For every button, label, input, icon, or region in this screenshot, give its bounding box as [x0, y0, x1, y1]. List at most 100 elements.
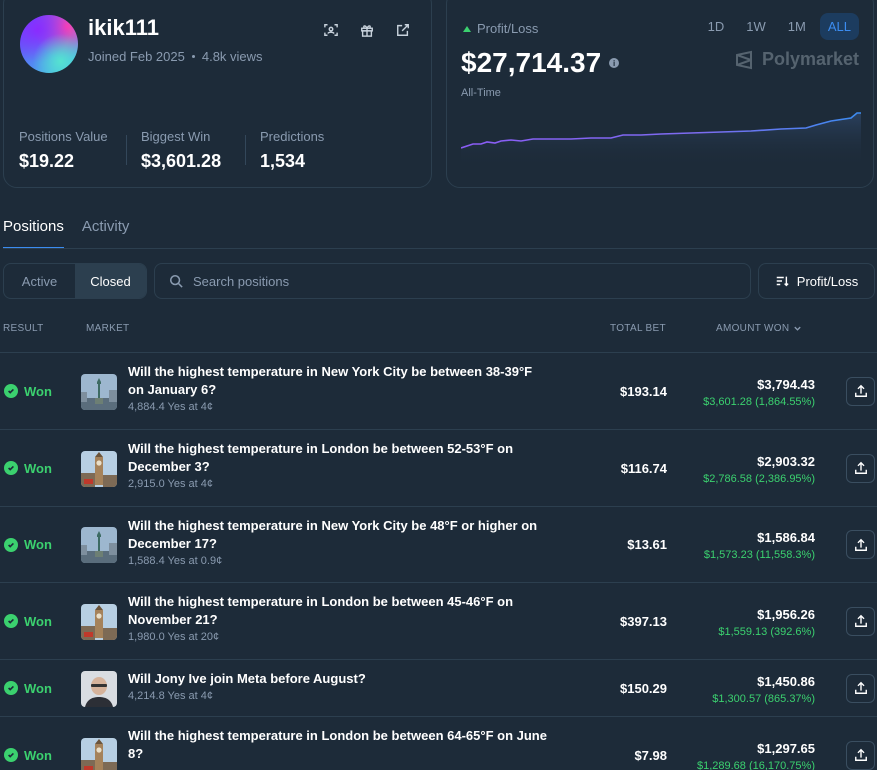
pnl-value: $27,714.37 i: [461, 47, 620, 79]
range-1m[interactable]: 1M: [787, 19, 806, 34]
market-title-line: Will the highest temperature in London b…: [128, 728, 547, 743]
share-button[interactable]: [846, 453, 875, 483]
username: ikik111: [88, 15, 159, 40]
profit-gain: $3,601.28 (1,864.55%): [703, 395, 815, 408]
pnl-label-text: Profit/Loss: [477, 21, 539, 36]
result-label: Won: [24, 460, 52, 476]
info-icon[interactable]: i: [609, 58, 620, 68]
total-bet: $13.61: [627, 537, 667, 552]
market-thumbnail: [81, 373, 117, 410]
gift-icon[interactable]: [358, 21, 376, 39]
table-row[interactable]: Won Will the highest temperature in Lond…: [0, 716, 877, 770]
pnl-period: All-Time: [461, 87, 501, 99]
column-amount-won[interactable]: AMOUNT WON: [716, 323, 802, 334]
result-label: Won: [24, 383, 52, 399]
table-row[interactable]: Won Will the highest temperature in New …: [0, 352, 877, 429]
check-icon: [4, 537, 18, 552]
market-thumbnail: [81, 670, 117, 707]
share-button[interactable]: [846, 530, 875, 559]
market-thumbnail: [81, 527, 117, 563]
market-thumbnail: [81, 603, 117, 640]
divider: [126, 135, 127, 165]
tab-positions[interactable]: Positions: [3, 218, 64, 249]
search-box: [154, 263, 751, 299]
range-all[interactable]: ALL: [819, 13, 859, 40]
market-title[interactable]: Will the highest temperature in London b…: [128, 440, 558, 476]
filter-closed[interactable]: Closed: [75, 264, 146, 298]
sort-icon: [776, 276, 789, 287]
external-link-icon[interactable]: [394, 21, 412, 39]
brand-name: Polymarket: [761, 49, 859, 69]
table-row[interactable]: Won Will Jony Ive join Meta before Augus…: [0, 659, 877, 716]
profit-gain: $1,300.57 (865.37%): [712, 692, 815, 705]
amount-won: $2,903.32: [757, 453, 815, 469]
market-title-line: November 21?: [128, 612, 218, 627]
scan-icon[interactable]: [322, 21, 340, 39]
column-total-bet: TOTAL BET: [610, 323, 666, 334]
market-thumbnail: [81, 450, 117, 487]
upload-icon: [854, 461, 867, 474]
position-detail: 2,915.0 Yes at 4¢: [128, 478, 214, 490]
market-title[interactable]: Will the highest temperature in New York…: [128, 363, 558, 399]
result-badge: Won: [4, 614, 52, 629]
amount-won: $3,794.43: [757, 376, 815, 392]
profile-card: ikik111 Joined Feb 2025 4.8k views Posit…: [3, 0, 432, 188]
filter-active[interactable]: Active: [21, 273, 58, 289]
result-label: Won: [24, 680, 52, 696]
view-count: 4.8k views: [201, 49, 263, 64]
share-button[interactable]: [846, 376, 875, 406]
share-button[interactable]: [846, 740, 875, 770]
check-icon: [4, 461, 18, 475]
tab-activity[interactable]: Activity: [81, 218, 130, 235]
market-title[interactable]: Will the highest temperature in New York…: [128, 517, 558, 553]
market-title-line: Will the highest temperature in New York…: [128, 518, 538, 533]
table-row[interactable]: Won Will the highest temperature in Lond…: [0, 582, 877, 659]
column-market: MARKET: [86, 323, 130, 334]
stat-value: 1,534: [260, 151, 306, 171]
table-row[interactable]: Won Will the highest temperature in New …: [0, 506, 877, 582]
total-bet: $7.98: [634, 747, 667, 763]
polymarket-logo: Polymarket: [734, 49, 859, 70]
profit-gain: $1,573.23 (11,558.3%): [703, 549, 815, 561]
upload-icon: [854, 538, 867, 551]
column-result: RESULT: [3, 323, 44, 334]
profit-loss-card: Profit/Loss $27,714.37 i All-Time 1D 1W …: [446, 0, 874, 188]
share-button[interactable]: [846, 673, 875, 703]
table-row[interactable]: Won Will the highest temperature in Lond…: [0, 429, 877, 506]
stat-label: Positions Value: [19, 129, 108, 144]
range-1w[interactable]: 1W: [746, 19, 766, 34]
stat-value: $3,601.28: [141, 151, 222, 171]
result-badge: Won: [4, 384, 52, 399]
upload-icon: [854, 681, 867, 694]
check-icon: [4, 681, 18, 695]
result-label: Won: [24, 613, 52, 629]
market-title[interactable]: Will Jony Ive join Meta before August?: [128, 670, 558, 688]
status-filter: Active Closed: [3, 263, 147, 299]
result-badge: Won: [4, 681, 52, 696]
position-detail: 4,214.8 Yes at 4¢: [128, 690, 214, 702]
pnl-area: [461, 113, 861, 167]
amount-won: $1,450.86: [757, 673, 815, 689]
up-arrow-icon: [463, 25, 471, 32]
chevron-down-icon: [794, 326, 802, 331]
share-button[interactable]: [846, 606, 875, 636]
range-1d[interactable]: 1D: [707, 19, 725, 34]
stat-value: $19.22: [19, 151, 75, 171]
market-title-line: 8?: [128, 746, 144, 761]
sort-button[interactable]: Profit/Loss: [758, 263, 875, 299]
pnl-amount: $27,714.37: [461, 47, 602, 78]
market-title[interactable]: Will the highest temperature in London b…: [128, 727, 558, 763]
market-title-line: Will the highest temperature in London b…: [128, 594, 514, 609]
result-label: Won: [24, 747, 52, 763]
check-icon: [4, 614, 18, 628]
search-input[interactable]: [193, 273, 713, 289]
profit-gain: $2,786.58 (2,386.95%): [703, 472, 815, 485]
stat-label: Biggest Win: [141, 129, 211, 144]
separator-dot: [191, 55, 195, 58]
total-bet: $397.13: [620, 613, 667, 629]
result-badge: Won: [4, 461, 52, 476]
pnl-line: [461, 112, 861, 149]
stat-predictions: Predictions 1,534: [260, 129, 324, 172]
search-icon: [169, 274, 183, 288]
market-title[interactable]: Will the highest temperature in London b…: [128, 593, 558, 629]
